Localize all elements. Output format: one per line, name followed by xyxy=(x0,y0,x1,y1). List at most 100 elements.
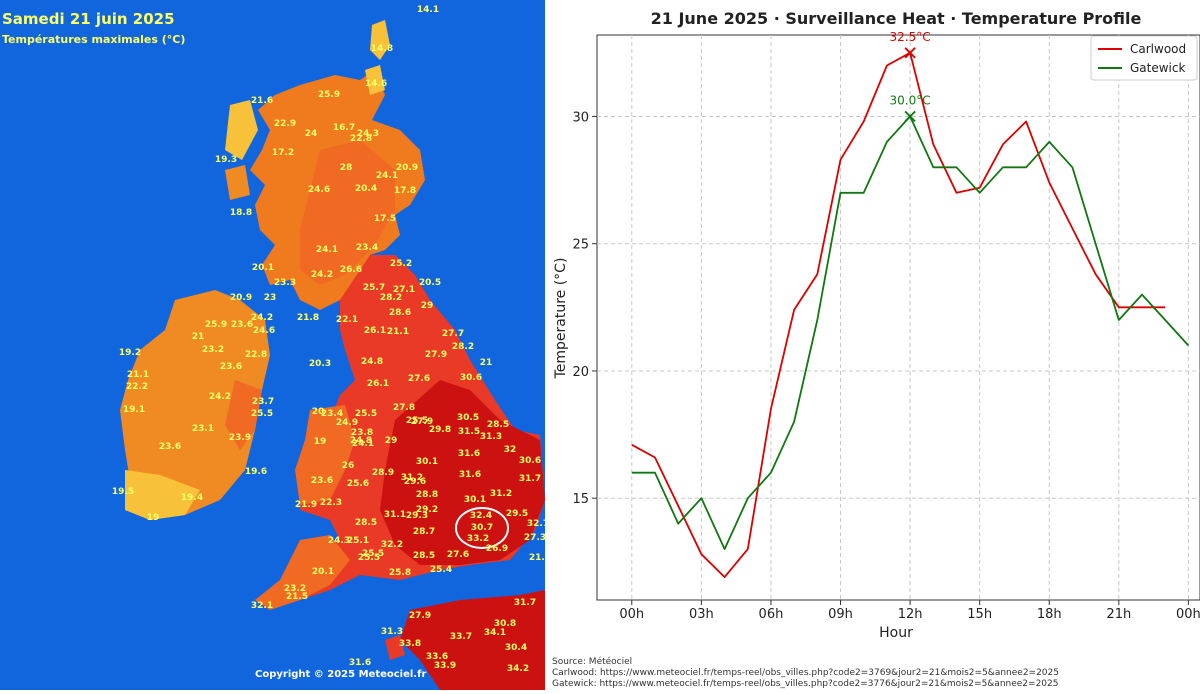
map-temp-label: 31.1 xyxy=(384,510,406,520)
peak-label-carlwood: 32.5°C xyxy=(890,30,931,44)
map-temp-label: 33.9 xyxy=(434,661,456,671)
map-temp-label: 21.1 xyxy=(387,327,409,337)
landmass-ireland-warm xyxy=(225,380,262,450)
map-temp-label: 29.6 xyxy=(404,477,426,487)
map-temp-label: 23.6 xyxy=(231,320,253,330)
map-temp-label: 31.2 xyxy=(490,489,512,499)
map-temp-label: 26.1 xyxy=(367,379,389,389)
map-temp-label: 25.5 xyxy=(406,416,428,426)
map-temp-label: 24.2 xyxy=(209,392,231,402)
map-temp-label: 22.8 xyxy=(245,350,267,360)
map-temp-label: 14.8 xyxy=(371,44,393,54)
map-temp-label: 33.2 xyxy=(467,534,489,544)
peak-label-gatewick: 30.0°C xyxy=(890,93,931,107)
map-temp-label: 23.6 xyxy=(159,442,181,452)
map-temp-label: 31.6 xyxy=(459,470,481,480)
map-temp-label: 30.5 xyxy=(457,413,479,423)
map-temp-label: 28.5 xyxy=(355,518,377,528)
y-tick-label: 25 xyxy=(572,238,589,253)
map-temp-label: 21.9 xyxy=(295,500,317,510)
chart-title: 21 June 2025 · Surveillance Heat · Tempe… xyxy=(651,9,1142,28)
map-temp-label: 27.6 xyxy=(408,374,430,384)
map-temp-label: 23 xyxy=(264,293,277,303)
map-temp-label: 25.8 xyxy=(389,568,411,578)
map-temp-label: 24.2 xyxy=(311,270,333,280)
map-temp-label: 28.6 xyxy=(389,308,411,318)
map-temp-label: 25.4 xyxy=(430,565,452,575)
map-temp-label: 20.9 xyxy=(230,293,252,303)
source-line-1: Source: Météociel xyxy=(552,656,632,667)
map-temp-label: 29.2 xyxy=(416,505,438,515)
map-temp-label: 20.5 xyxy=(419,278,441,288)
map-temp-label: 25.5 xyxy=(362,549,384,559)
map-temp-label: 27.9 xyxy=(425,350,447,360)
map-temp-label: 25.5 xyxy=(358,553,380,563)
landmass-wales xyxy=(295,405,355,505)
x-axis-label: Hour xyxy=(879,625,913,641)
map-temp-label: 22.1 xyxy=(336,315,358,325)
map-temp-label: 22.8 xyxy=(350,134,372,144)
peak-marker-carlwood xyxy=(904,47,916,59)
map-temp-label: 18.8 xyxy=(230,208,252,218)
x-tick-label: 00h xyxy=(619,607,644,622)
map-temp-label: 31.5 xyxy=(458,427,480,437)
map-temp-label: 23.4 xyxy=(356,243,378,253)
map-temp-label: 22.2 xyxy=(126,382,148,392)
map-copyright: Copyright © 2025 Meteociel.fr xyxy=(255,669,427,680)
y-tick-label: 20 xyxy=(572,365,589,380)
x-tick-label: 21h xyxy=(1106,607,1131,622)
legend: Carlwood Gatewick xyxy=(1090,35,1198,81)
temperature-map: 14.1 14.8 14.6 21.6 25.9 22.9 16.7 24.3 17.2 24 22… xyxy=(0,0,551,690)
map-temp-label: 31.6 xyxy=(458,449,480,459)
map-temp-label: 21 xyxy=(192,332,205,342)
map-temp-label: 24.1 xyxy=(352,439,374,449)
map-temp-label: 19.6 xyxy=(245,467,267,477)
map-title: Samedi 21 juin 2025 xyxy=(2,10,175,28)
map-temp-label: 23.1 xyxy=(192,424,214,434)
map-temp-label: 21.5 xyxy=(286,592,308,602)
map-temp-label: 25.6 xyxy=(347,479,369,489)
y-tick-label: 15 xyxy=(572,492,589,507)
map-temp-label: 23.2 xyxy=(202,345,224,355)
map-temp-label: 17.8 xyxy=(394,186,416,196)
x-tick-label: 12h xyxy=(898,607,923,622)
map-temp-label: 28.5 xyxy=(413,551,435,561)
map-temp-label: 32.2 xyxy=(381,540,403,550)
map-temp-label: 14.1 xyxy=(417,5,439,15)
landmass-ireland-cool xyxy=(125,470,200,520)
map-temp-label: 28 xyxy=(340,163,353,173)
map-temp-label: 22.9 xyxy=(274,119,296,129)
map-temp-label: 24.3 xyxy=(357,129,379,139)
map-temp-label: 25.2 xyxy=(390,259,412,269)
map-temp-label: 21 xyxy=(480,358,493,368)
x-tick-label: 06h xyxy=(759,607,784,622)
map-temp-label: 32.1 xyxy=(251,601,273,611)
x-tick-label: 18h xyxy=(1037,607,1062,622)
map-temp-label: 34.2 xyxy=(507,664,529,674)
map-temp-label: 24.1 xyxy=(316,245,338,255)
map-temp-label: 27.8 xyxy=(393,403,415,413)
map-temp-label: 25.5 xyxy=(355,409,377,419)
map-temp-label: 21.1 xyxy=(127,370,149,380)
landmass-scotland-warm xyxy=(300,140,395,285)
map-temp-label: 28.9 xyxy=(372,468,394,478)
map-temp-label: 16.7 xyxy=(333,123,355,133)
map-temp-label: 34.1 xyxy=(484,628,506,638)
map-temp-label: 23.6 xyxy=(220,362,242,372)
map-temp-label: 24.9 xyxy=(336,418,358,428)
source-line-2: Carlwood: https://www.meteociel.fr/temps… xyxy=(552,668,1059,678)
landmass-southwest xyxy=(255,535,350,610)
map-temp-label: 23.2 xyxy=(284,584,306,594)
map-temp-label: 26.6 xyxy=(340,265,362,275)
map-temp-label: 28.7 xyxy=(413,527,435,537)
map-temp-label: 32 xyxy=(504,445,517,455)
map-temp-label: 19.1 xyxy=(123,405,145,415)
map-temp-label: 23.6 xyxy=(311,476,333,486)
x-tick-label: 15h xyxy=(967,607,992,622)
source-line-3: Gatewick: https://www.meteociel.fr/temps… xyxy=(552,679,1058,689)
map-temp-label: 30.4 xyxy=(505,643,527,653)
map-temp-label: 20.1 xyxy=(312,567,334,577)
map-subtitle: Températures maximales (°C) xyxy=(2,33,186,46)
map-temp-label: 23.7 xyxy=(252,397,274,407)
